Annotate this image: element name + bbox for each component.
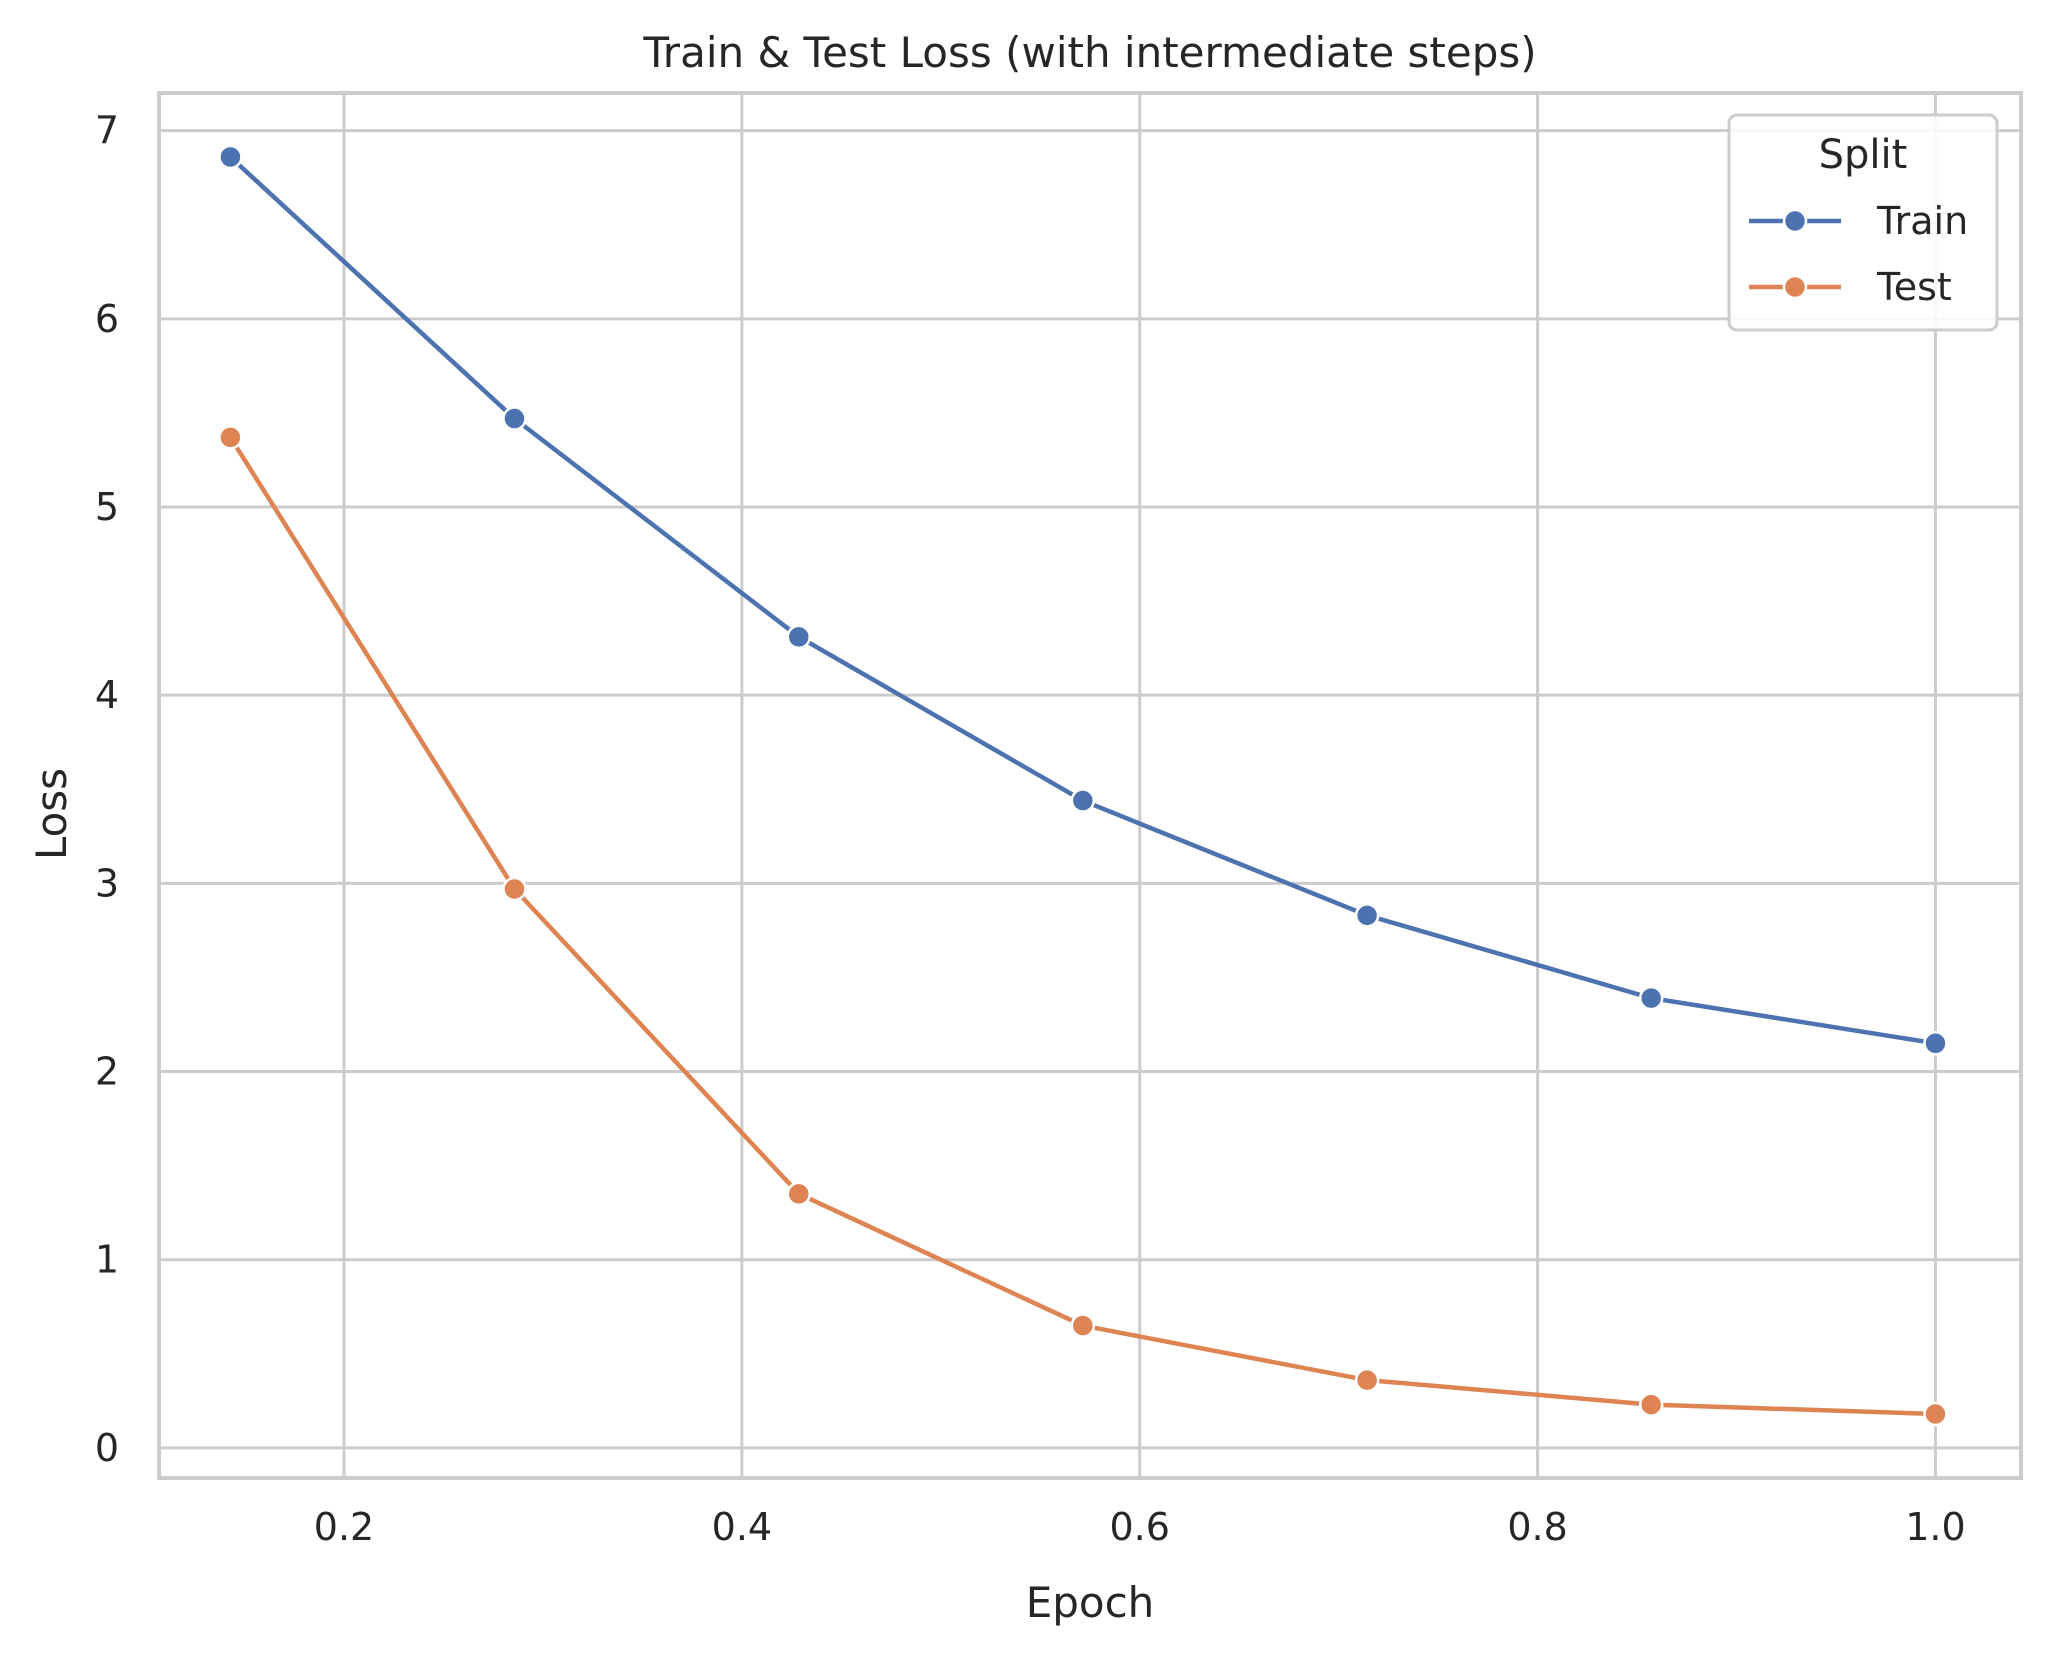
tick-labels: 0.2 0.4 0.6 0.8 1.0 0 1 2 3 4 5 6 7: [95, 109, 1966, 1549]
test-point: [1354, 1367, 1380, 1393]
legend-marker-test: [1782, 274, 1808, 300]
y-tick-label: 5: [95, 485, 119, 529]
x-tick-label: 0.4: [712, 1505, 772, 1549]
test-point: [502, 876, 527, 902]
x-tick-label: 1.0: [1905, 1505, 1965, 1549]
legend-title: Split: [1819, 132, 1908, 178]
grid: [159, 93, 2021, 1478]
train-point: [1354, 903, 1380, 928]
train-point: [218, 144, 243, 170]
test-point: [1638, 1392, 1664, 1417]
test-point: [1923, 1401, 1948, 1427]
y-tick-label: 6: [95, 297, 119, 341]
legend-label-train: Train: [1876, 199, 1968, 243]
plot-frame: [157, 91, 2023, 1480]
legend-label-test: Test: [1876, 265, 1952, 309]
train-point: [1070, 788, 1096, 813]
x-tick-label: 0.6: [1110, 1505, 1170, 1549]
y-tick-label: 7: [95, 109, 119, 153]
train-point: [1638, 985, 1664, 1011]
test-point: [218, 425, 243, 450]
chart-title: Train & Test Loss (with intermediate ste…: [642, 28, 1536, 77]
test-point: [786, 1181, 812, 1207]
train-point: [502, 406, 527, 431]
series-layer: [218, 144, 1948, 1427]
y-tick-label: 2: [95, 1050, 119, 1094]
train-line: [228, 155, 1936, 1046]
x-axis-title: Epoch: [1026, 1578, 1155, 1627]
test-line: [228, 436, 1936, 1417]
test-point: [1070, 1313, 1096, 1338]
y-tick-label: 3: [95, 861, 119, 905]
legend: Split Train Test: [1727, 113, 1999, 332]
x-tick-label: 0.8: [1507, 1505, 1567, 1549]
y-tick-label: 4: [95, 673, 119, 717]
legend-marker-train: [1782, 208, 1808, 234]
y-tick-label: 1: [95, 1238, 119, 1282]
y-tick-label: 0: [95, 1426, 119, 1470]
x-tick-label: 0.2: [314, 1505, 374, 1549]
train-point: [1923, 1031, 1948, 1056]
y-axis-title: Loss: [27, 768, 76, 860]
train-point: [786, 624, 812, 650]
